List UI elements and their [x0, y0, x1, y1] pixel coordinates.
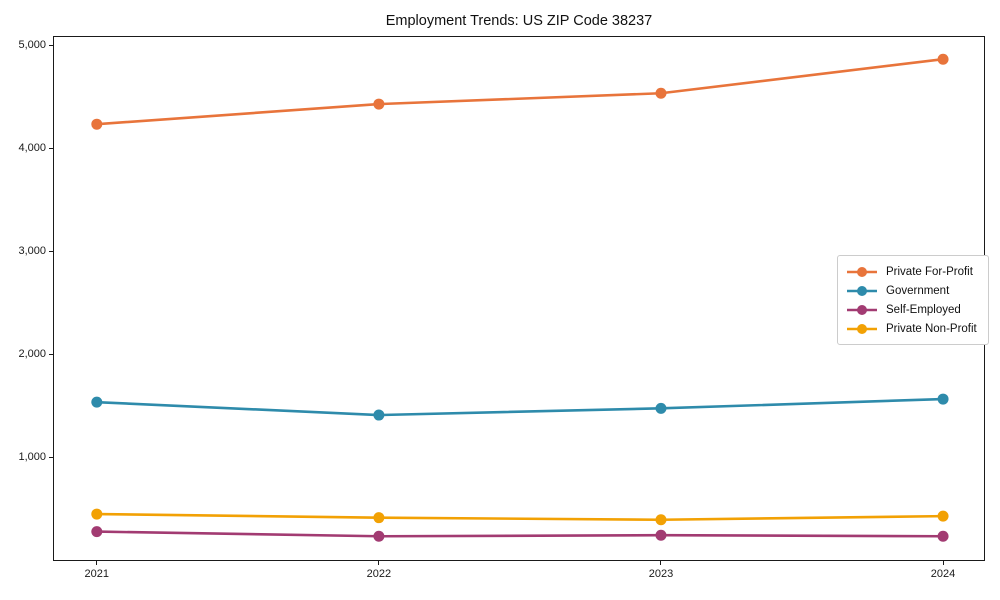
y-tick-mark: [49, 44, 53, 46]
y-tick-label: 3,000: [18, 245, 46, 258]
x-tick-label: 2024: [930, 568, 956, 580]
y-tick-mark: [49, 147, 53, 149]
legend-label: Private For-Profit: [886, 265, 973, 278]
legend-line-marker-icon: [847, 323, 877, 334]
chart-title: Employment Trends: US ZIP Code 38237: [385, 13, 653, 29]
x-tick-label: 2021: [84, 568, 110, 580]
legend-label: Government: [886, 284, 950, 297]
legend-item-1: Government: [847, 281, 977, 300]
legend-item-0: Private For-Profit: [847, 262, 977, 281]
y-tick-mark: [49, 457, 53, 459]
legend-line-marker-icon: [847, 304, 877, 315]
y-tick-label: 2,000: [18, 348, 46, 361]
y-tick-mark: [49, 354, 53, 356]
legend: Private For-Profit Government Self-Employe…: [837, 255, 989, 345]
legend-label: Private Non-Profit: [886, 322, 977, 335]
y-tick-label: 1,000: [18, 451, 46, 464]
legend-line-marker-icon: [847, 266, 877, 277]
legend-item-3: Private Non-Profit: [847, 319, 977, 338]
y-tick-mark: [49, 251, 53, 253]
x-tick-mark: [660, 561, 662, 565]
x-tick-label: 2022: [366, 568, 392, 580]
y-tick-label: 5,000: [18, 38, 46, 51]
legend-item-2: Self-Employed: [847, 300, 977, 319]
x-tick-mark: [942, 561, 944, 565]
legend-label: Self-Employed: [886, 303, 961, 316]
legend-line-marker-icon: [847, 285, 877, 296]
x-tick-mark: [96, 561, 98, 565]
x-tick-mark: [378, 561, 380, 565]
x-tick-label: 2023: [648, 568, 674, 580]
y-tick-label: 4,000: [18, 141, 46, 154]
